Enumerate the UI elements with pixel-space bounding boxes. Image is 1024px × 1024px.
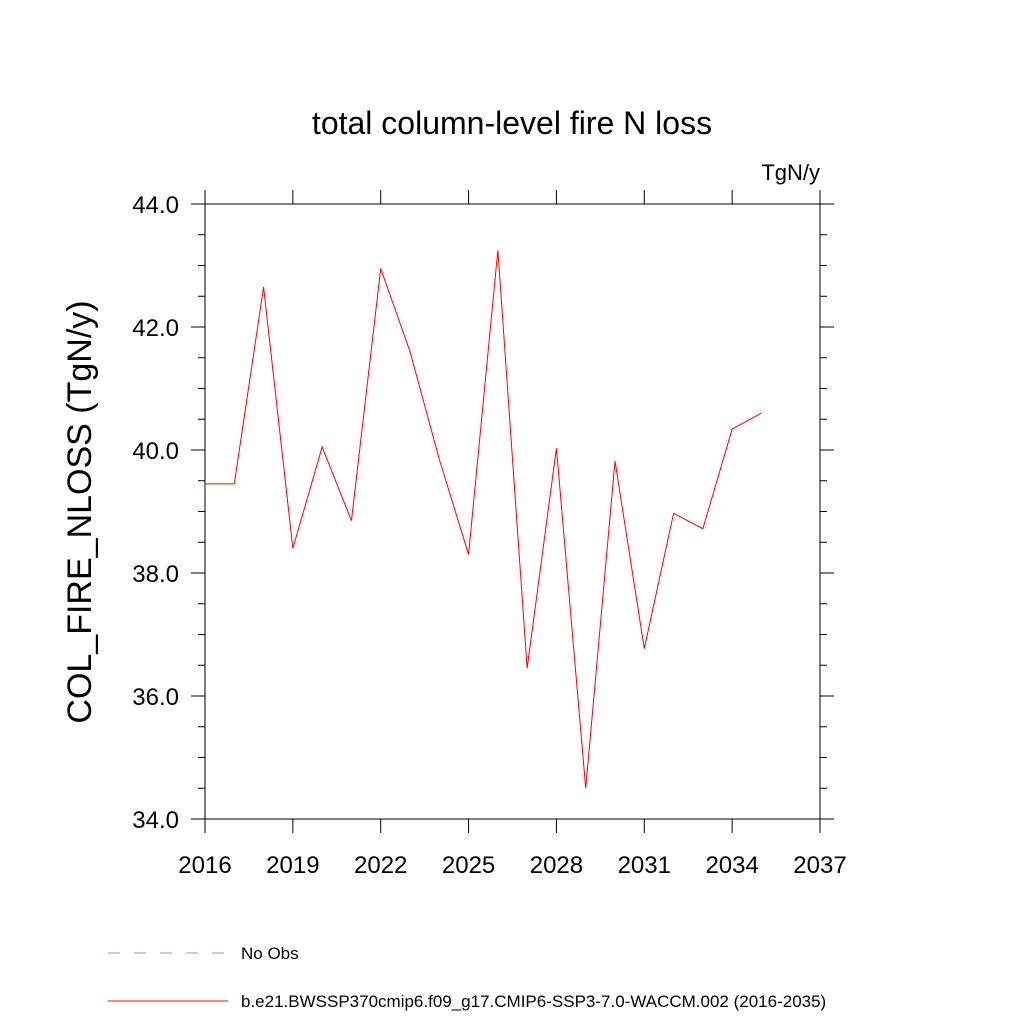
x-tick-label: 2022 [354, 852, 407, 879]
x-tick-label: 2019 [266, 852, 319, 879]
x-tick-label: 2034 [705, 852, 758, 879]
legend: No Obs b.e21.BWSSP370cmip6.f09_g17.CMIP6… [108, 944, 826, 1011]
chart-title: total column-level fire N loss [312, 105, 712, 141]
x-tick-label: 2031 [618, 852, 671, 879]
y-tick-label: 38.0 [132, 561, 179, 588]
x-tick-label: 2028 [530, 852, 583, 879]
y-axis-label: COL_FIRE_NLOSS (TgN/y) [61, 300, 99, 723]
y-tick-label: 36.0 [132, 684, 179, 711]
series-line [205, 250, 762, 789]
units-label: TgN/y [761, 160, 820, 185]
plot-frame [204, 203, 821, 820]
data-series [205, 250, 762, 789]
x-tick-label: 2037 [793, 852, 846, 879]
y-tick-label: 42.0 [132, 315, 179, 342]
x-tick-label: 2016 [178, 852, 231, 879]
y-tick-labels: 34.0 36.0 38.0 40.0 42.0 44.0 [132, 192, 179, 834]
legend-label-no-obs: No Obs [241, 944, 299, 963]
legend-label-model: b.e21.BWSSP370cmip6.f09_g17.CMIP6-SSP3-7… [241, 992, 826, 1011]
y-tick-label: 34.0 [132, 807, 179, 834]
y-tick-label: 44.0 [132, 192, 179, 219]
y-tick-label: 40.0 [132, 438, 179, 465]
x-tick-labels: 2016 2019 2022 2025 2028 2031 2034 2037 [178, 852, 846, 879]
x-tick-label: 2025 [442, 852, 495, 879]
axis-ticks [191, 190, 834, 833]
